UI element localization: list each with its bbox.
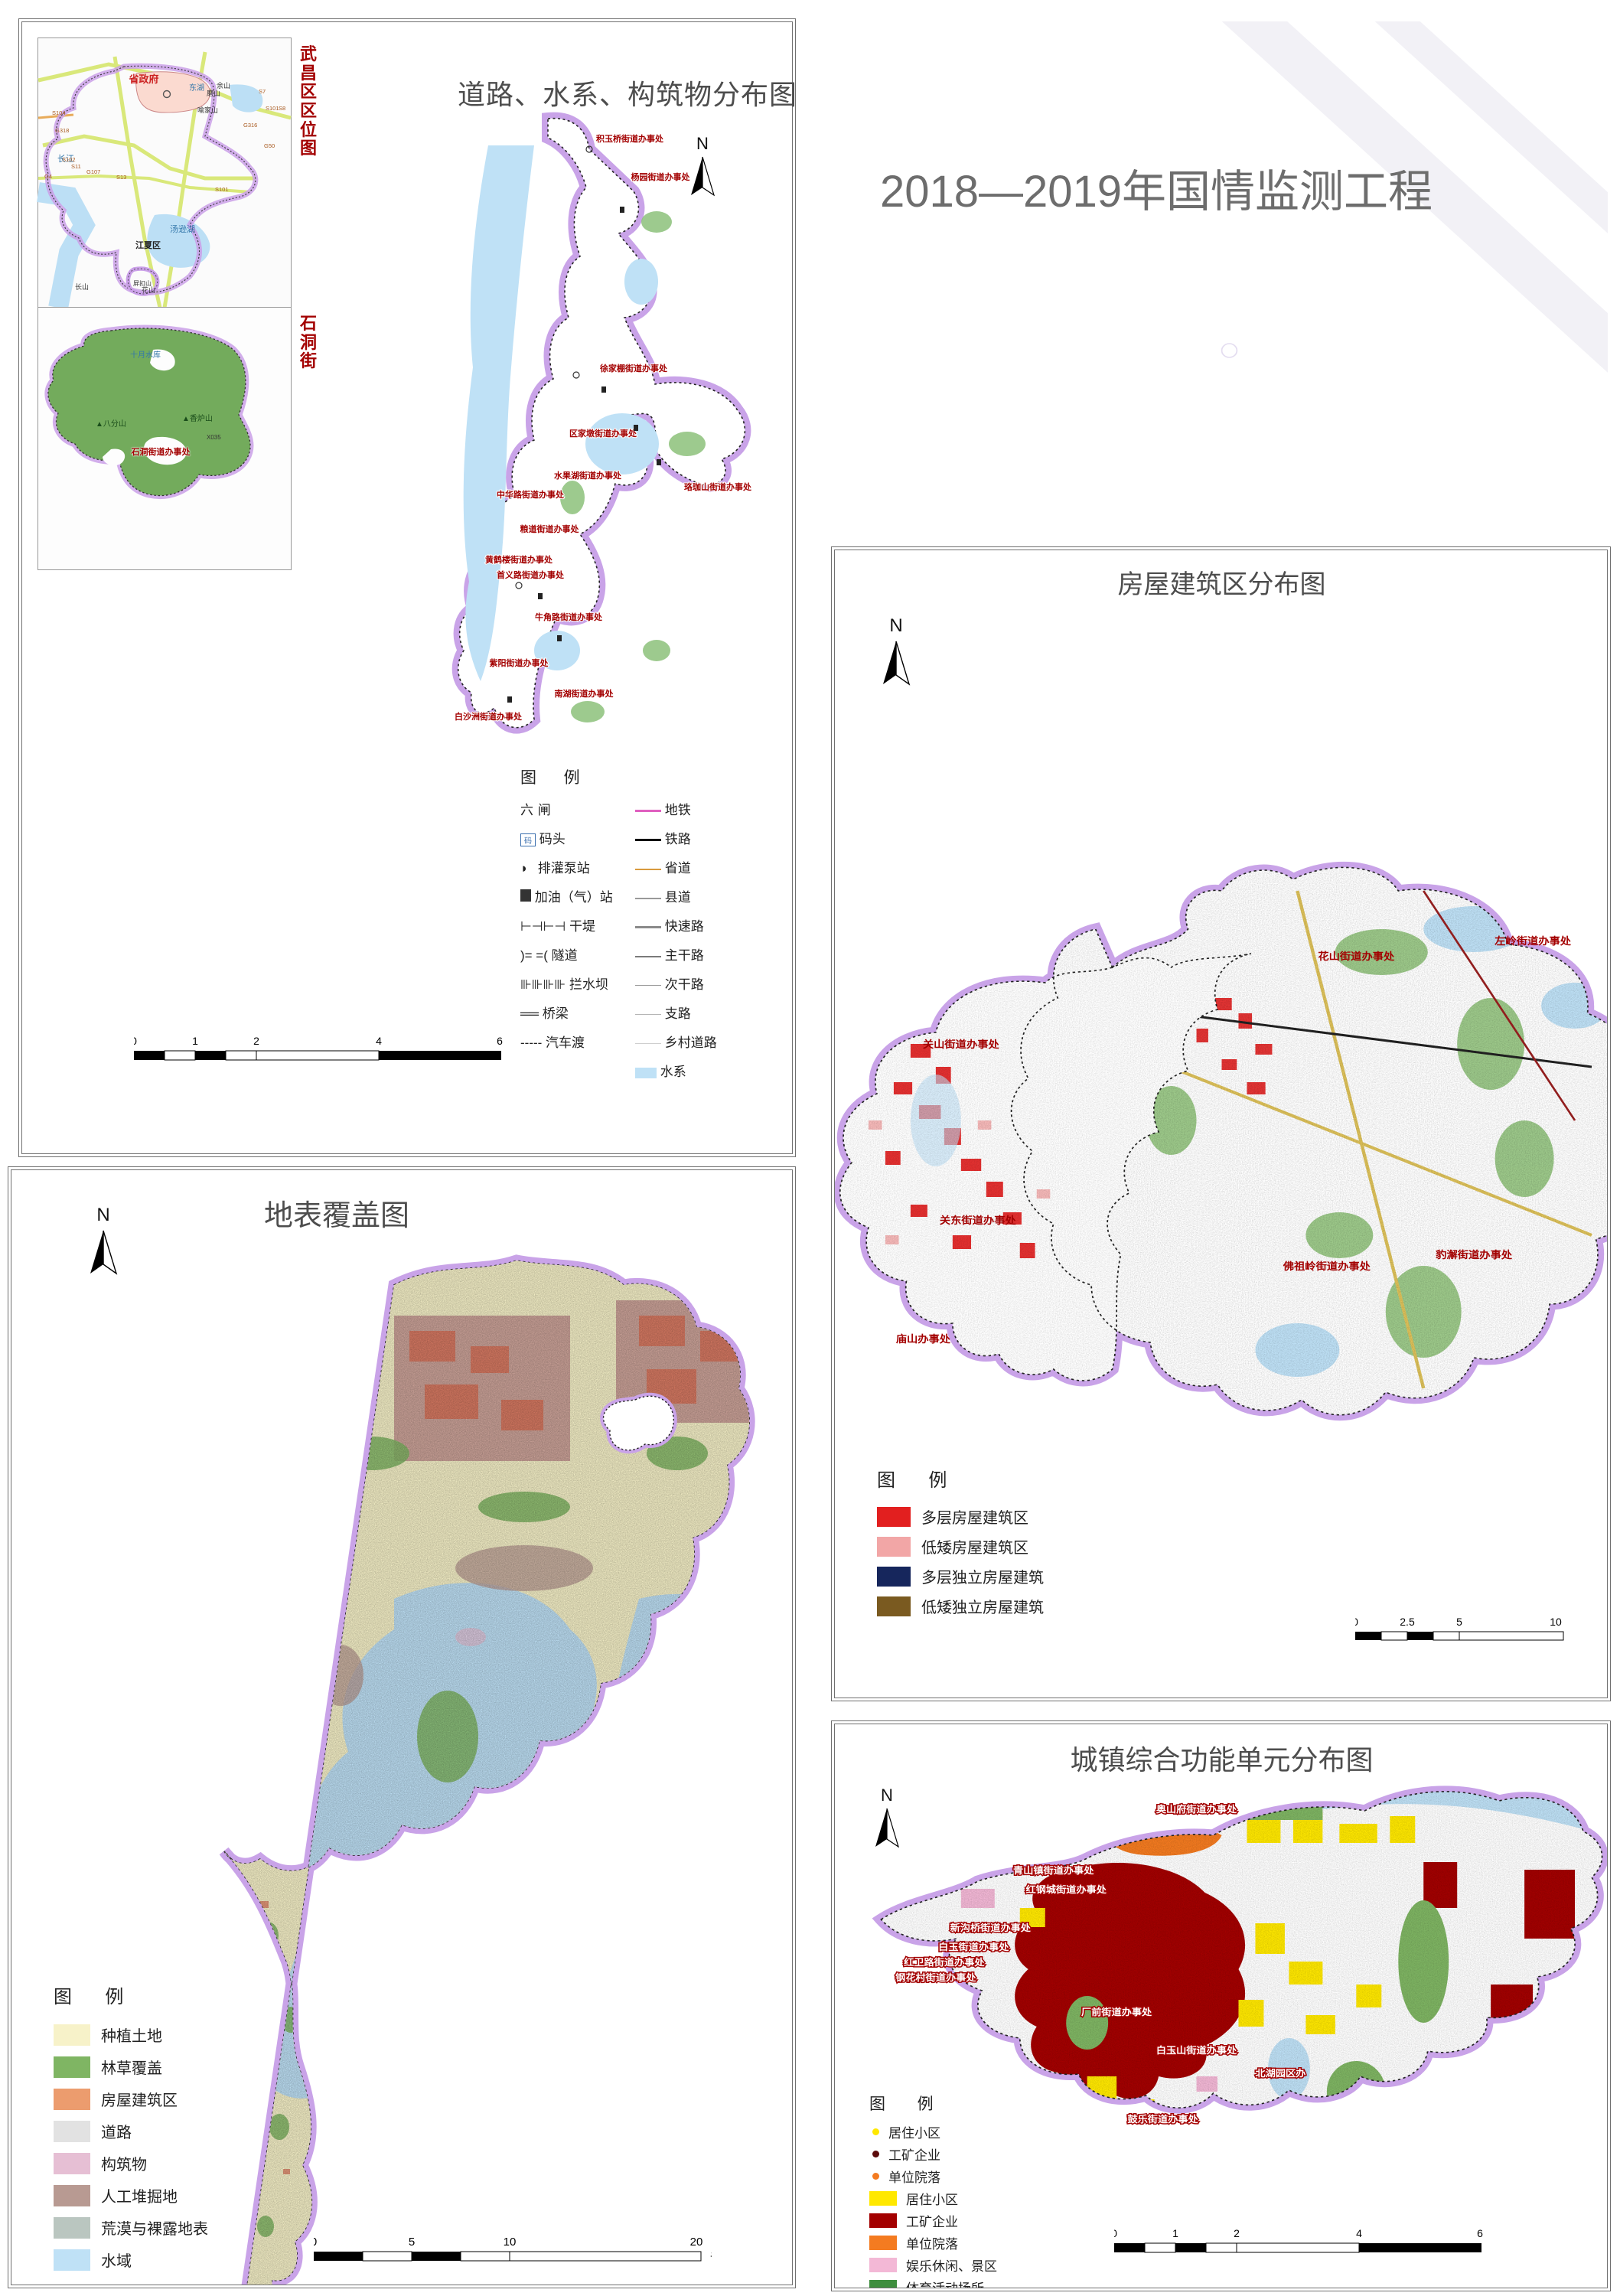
svg-text:佛祖岭街道办事处: 佛祖岭街道办事处 <box>1283 1261 1371 1272</box>
svg-text:S13: S13 <box>116 174 126 181</box>
svg-text:5: 5 <box>409 2238 415 2249</box>
svg-text:厂前街道办事处: 厂前街道办事处 <box>1081 2007 1152 2017</box>
svg-text:▲八分山: ▲八分山 <box>96 419 126 429</box>
svg-text:紫阳街道办事处: 紫阳街道办事处 <box>490 657 549 668</box>
svg-text:牛角路街道办事处: 牛角路街道办事处 <box>535 612 603 622</box>
svg-text:红钢城街道办事处: 红钢城街道办事处 <box>1026 1884 1107 1895</box>
svg-text:南湖街道办事处: 南湖街道办事处 <box>555 688 614 699</box>
svg-text:左岭街道办事处: 左岭街道办事处 <box>1494 935 1571 947</box>
svg-text:白玉山街道办事处: 白玉山街道办事处 <box>1156 2045 1237 2056</box>
svg-text:余山: 余山 <box>217 81 230 90</box>
svg-text:红卫路街道办事处: 红卫路街道办事处 <box>904 1957 985 1968</box>
svg-text:青山镇街道办事处: 青山镇街道办事处 <box>1013 1865 1094 1876</box>
svg-text:0: 0 <box>314 2238 317 2249</box>
svg-text:2.5: 2.5 <box>1400 1618 1415 1628</box>
svg-text:1: 1 <box>192 1037 198 1047</box>
svg-text:10: 10 <box>1550 1618 1562 1628</box>
svg-text:省政府: 省政府 <box>128 73 158 85</box>
svg-text:区家墩街道办事处: 区家墩街道办事处 <box>569 428 637 439</box>
svg-text:徐家棚街道办事处: 徐家棚街道办事处 <box>599 363 668 373</box>
svg-text:5: 5 <box>1456 1618 1462 1628</box>
svg-text:G4: G4 <box>44 173 52 180</box>
svg-text:X035: X035 <box>207 434 221 441</box>
svg-text:鼓乐街道办事处: 鼓乐街道办事处 <box>1127 2114 1198 2125</box>
svg-text:积玉桥街道办事处: 积玉桥街道办事处 <box>596 133 664 144</box>
svg-text:0: 0 <box>1114 2229 1117 2239</box>
svg-text:东湖: 东湖 <box>189 83 204 93</box>
svg-text:关东街道办事处: 关东街道办事处 <box>940 1215 1016 1226</box>
svg-text:S101: S101 <box>215 186 229 193</box>
svg-text:屏扣山: 屏扣山 <box>133 279 152 287</box>
svg-text:S11: S11 <box>71 163 81 170</box>
svg-text:2: 2 <box>253 1037 259 1047</box>
svg-text:0: 0 <box>134 1037 137 1047</box>
svg-text:杨园街道办事处: 杨园街道办事处 <box>631 171 691 182</box>
svg-text:磨山: 磨山 <box>207 90 220 97</box>
svg-text:4: 4 <box>376 1037 382 1047</box>
svg-text:2: 2 <box>1234 2229 1240 2239</box>
svg-text:G50: G50 <box>264 142 275 149</box>
svg-text:北湖园区办: 北湖园区办 <box>1255 2068 1305 2079</box>
svg-text:G316: G316 <box>243 122 257 129</box>
svg-text:S104: S104 <box>52 109 66 116</box>
svg-text:奥山府街道办事处: 奥山府街道办事处 <box>1156 1804 1237 1815</box>
svg-text:6: 6 <box>497 1037 503 1047</box>
svg-text:关山街道办事处: 关山街道办事处 <box>923 1039 999 1050</box>
svg-text:20: 20 <box>690 2238 703 2249</box>
svg-text:4: 4 <box>1356 2229 1362 2239</box>
svg-text:白玉街道办事处: 白玉街道办事处 <box>938 1942 1009 1952</box>
svg-text:千米: 千米 <box>710 2251 712 2264</box>
svg-text:10: 10 <box>504 2238 517 2249</box>
svg-text:首义路街道办事处: 首义路街道办事处 <box>497 569 565 580</box>
svg-text:喻家山: 喻家山 <box>197 106 218 114</box>
svg-text:江夏区: 江夏区 <box>135 240 161 250</box>
svg-text:钢花村街道办事处: 钢花村街道办事处 <box>895 1972 976 1983</box>
svg-text:S8: S8 <box>279 105 285 112</box>
svg-text:▲香炉山: ▲香炉山 <box>182 414 213 423</box>
svg-text:新沟桥街道办事处: 新沟桥街道办事处 <box>950 1923 1032 1933</box>
svg-text:1: 1 <box>1172 2229 1178 2239</box>
svg-text:G107: G107 <box>86 168 100 175</box>
svg-text:豹澥街道办事处: 豹澥街道办事处 <box>1435 1249 1512 1261</box>
svg-text:珞珈山街道办事处: 珞珈山街道办事处 <box>684 481 752 492</box>
svg-text:粮道街道办事处: 粮道街道办事处 <box>520 523 580 534</box>
svg-text:0: 0 <box>1355 1618 1358 1628</box>
svg-text:S101: S101 <box>266 105 279 112</box>
svg-text:十月水库: 十月水库 <box>130 350 161 360</box>
svg-text:庙山办事处: 庙山办事处 <box>896 1333 951 1345</box>
svg-text:花山街道办事处: 花山街道办事处 <box>1318 951 1394 962</box>
svg-text:6: 6 <box>1477 2229 1483 2239</box>
svg-text:石洞街道办事处: 石洞街道办事处 <box>131 446 191 457</box>
svg-text:G318: G318 <box>55 127 69 134</box>
svg-text:汤逊湖: 汤逊湖 <box>170 223 195 234</box>
svg-text:白沙洲街道办事处: 白沙洲街道办事处 <box>455 711 523 722</box>
svg-text:S102: S102 <box>62 156 76 163</box>
svg-text:水果湖街道办事处: 水果湖街道办事处 <box>554 470 622 481</box>
svg-text:S7: S7 <box>259 88 266 95</box>
svg-text:长山: 长山 <box>75 282 89 291</box>
svg-text:黄鹤楼街道办事处: 黄鹤楼街道办事处 <box>485 554 553 565</box>
svg-text:中华路街道办事处: 中华路街道办事处 <box>497 489 565 500</box>
